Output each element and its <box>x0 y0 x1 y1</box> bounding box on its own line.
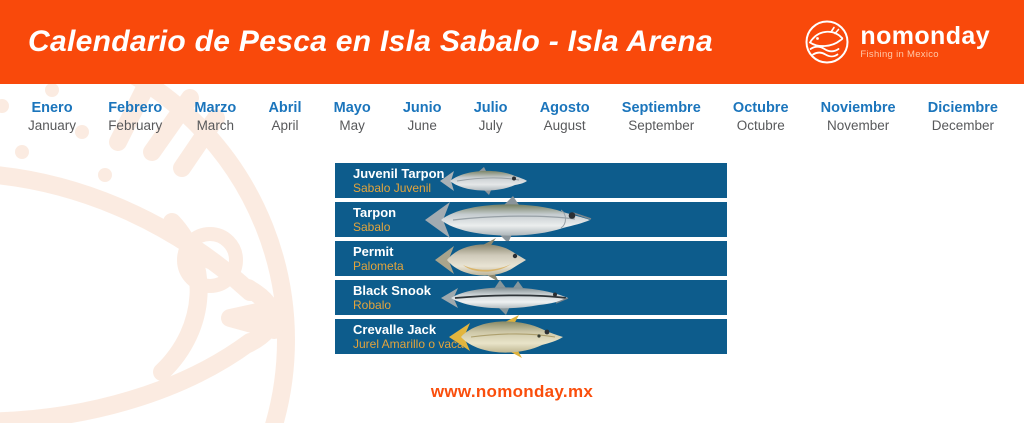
tarpon-image <box>425 196 592 243</box>
month-name-es: Octubre <box>732 100 789 116</box>
month-name-es: Abril <box>268 100 302 116</box>
month-name-es: Julio <box>473 100 508 116</box>
month-name-en: December <box>931 118 994 133</box>
black-snook-image <box>441 280 569 315</box>
months-row: Enero January Febrero February Marzo Mar… <box>28 100 998 134</box>
month-marzo: Marzo March <box>194 100 236 134</box>
season-bar-black-snook: Black Snook Robalo <box>335 280 727 315</box>
month-name-en: Octubre <box>736 118 785 133</box>
website-url[interactable]: www.nomonday.mx <box>430 382 594 401</box>
month-name-en: April <box>271 118 299 133</box>
month-enero: Enero January <box>28 100 76 134</box>
brand-tagline: Fishing in Mexico <box>860 49 939 60</box>
month-name-es: Junio <box>402 100 442 116</box>
species-name-es: Sabalo Juvenil <box>353 181 432 195</box>
month-name-es: Enero <box>31 100 73 116</box>
species-label: Juvenil Tarpon Sabalo Juvenil <box>335 163 727 195</box>
month-mayo: Mayo May <box>334 100 371 134</box>
month-name-en: March <box>196 118 235 133</box>
month-name-en: September <box>628 118 695 133</box>
month-name-es: Noviembre <box>820 100 896 116</box>
page-title: Calendario de Pesca en Isla Sabalo - Isl… <box>28 25 713 58</box>
month-name-es: Febrero <box>108 100 163 116</box>
month-junio: Junio June <box>403 100 442 134</box>
species-name-en: Tarpon <box>353 205 397 220</box>
species-name-en: Black Snook <box>353 283 432 298</box>
header-banner: Calendario de Pesca en Isla Sabalo - Isl… <box>0 0 1024 84</box>
season-bar-permit: Permit Palometa <box>335 238 727 282</box>
permit-image <box>435 238 526 282</box>
fish-in-circle-icon <box>805 20 849 64</box>
species-label: Tarpon Sabalo <box>335 202 727 234</box>
month-name-es: Diciembre <box>927 100 998 116</box>
month-julio: Julio July <box>474 100 508 134</box>
month-name-en: July <box>478 118 503 133</box>
season-bar-juvenil-tarpon: Juvenil Tarpon Sabalo Juvenil <box>335 163 727 198</box>
season-bar-crevalle-jack: Crevalle Jack Jurel Amarillo o vaca <box>335 315 727 358</box>
season-bar-tarpon: Tarpon Sabalo <box>335 196 727 243</box>
month-abril: Abril April <box>268 100 301 134</box>
species-label: Permit Palometa <box>335 241 727 273</box>
month-name-es: Mayo <box>333 100 371 116</box>
juvenile-tarpon-image <box>440 167 527 195</box>
month-name-en: August <box>543 118 586 133</box>
brand-logo: nomonday Fishing in Mexico <box>804 19 990 65</box>
species-name-es: Jurel Amarillo o vaca <box>353 337 464 351</box>
brand-text: nomonday Fishing in Mexico <box>860 22 990 61</box>
month-name-en: May <box>339 118 365 133</box>
month-septiembre: Septiembre September <box>622 100 701 134</box>
species-name-es: Palometa <box>353 259 404 273</box>
brand-name: nomonday <box>860 22 990 50</box>
species-label: Crevalle Jack Jurel Amarillo o vaca <box>335 319 727 351</box>
month-name-en: February <box>108 118 163 133</box>
month-name-es: Septiembre <box>621 100 701 116</box>
species-name-es: Sabalo <box>353 220 391 234</box>
species-name-es: Robalo <box>353 298 392 312</box>
month-name-es: Marzo <box>194 100 237 116</box>
species-name-en: Permit <box>353 244 394 259</box>
month-noviembre: Noviembre November <box>821 100 896 134</box>
month-octubre: Octubre Octubre <box>733 100 789 134</box>
month-febrero: Febrero February <box>108 100 162 134</box>
species-name-en: Juvenil Tarpon <box>353 166 445 181</box>
season-chart: Juvenil Tarpon Sabalo Juvenil Tarpon Sab… <box>335 163 727 358</box>
crevalle-jack-image <box>449 315 563 358</box>
month-agosto: Agosto August <box>540 100 590 134</box>
month-name-en: June <box>407 118 437 133</box>
month-name-en: January <box>28 118 77 133</box>
month-name-es: Agosto <box>539 100 590 116</box>
month-name-en: November <box>827 118 890 133</box>
species-label: Black Snook Robalo <box>335 280 727 312</box>
species-name-en: Crevalle Jack <box>353 322 437 337</box>
month-diciembre: Diciembre December <box>928 100 998 134</box>
